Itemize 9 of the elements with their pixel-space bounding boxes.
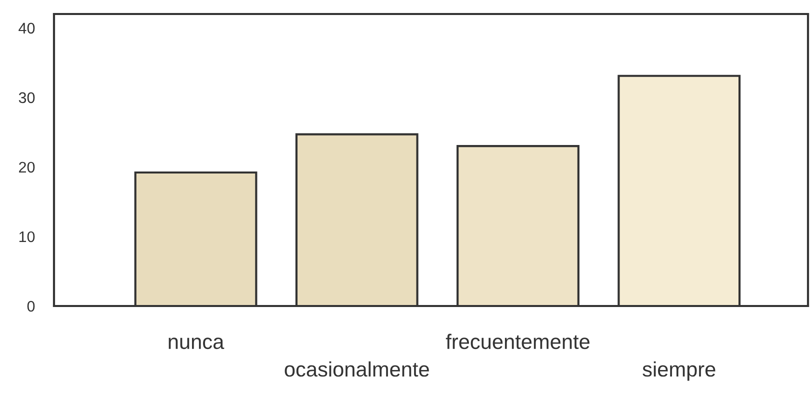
y-tick-label: 40 xyxy=(18,22,35,34)
x-tick-label: siempre xyxy=(642,361,716,381)
x-tick-label: frecuentemente xyxy=(446,334,590,350)
x-tick-label: ocasionalmente xyxy=(284,361,429,377)
x-tick-label: nunca xyxy=(168,338,224,350)
y-tick-label: 20 xyxy=(19,162,35,173)
y-tick-label: 30 xyxy=(18,92,35,104)
y-tick-label: 0 xyxy=(27,300,35,312)
y-tick-label: 10 xyxy=(19,231,35,242)
